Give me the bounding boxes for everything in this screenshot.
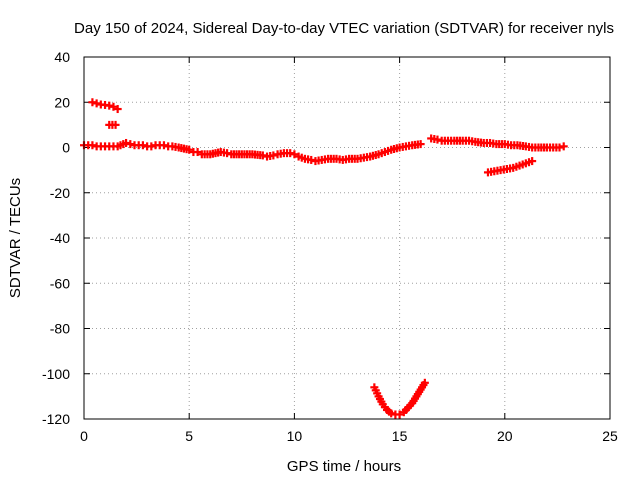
data-point [559,142,568,151]
y-tick-label: 0 [62,140,70,156]
data-point [420,378,429,387]
data-point [223,149,232,158]
grid-layer [84,57,610,419]
data-point [193,148,202,157]
chart-title: Day 150 of 2024, Sidereal Day-to-day VTE… [74,20,614,37]
data-point [307,155,316,164]
data-point [126,140,135,149]
data-point [555,143,564,152]
data-point [88,141,97,150]
data-point [290,150,299,159]
x-tick-label: 10 [287,428,303,444]
data-point [395,410,404,419]
y-axis-title: SDTVAR / TECUs [7,178,24,298]
y-tick-label: -80 [50,321,70,337]
data-point [122,138,131,147]
y-tick-label: -20 [50,185,70,201]
tick-layer: 0 5 10 15 20 25 -120 -100 -80 -60 -40 -20 0 20 40 [42,49,618,444]
x-axis-title: GPS time / hours [287,458,401,475]
data-point [269,151,278,160]
data-point [416,140,425,149]
data-point [258,151,267,160]
data-layer [80,98,568,419]
y-tick-label: 20 [54,94,70,110]
plot-frame [83,56,611,420]
y-tick-label: -40 [50,230,70,246]
data-point [92,99,101,108]
y-tick-label: -120 [42,411,70,427]
data-point [387,409,396,418]
x-tick-label: 15 [392,428,408,444]
x-tick-label: 25 [602,428,618,444]
y-tick-label: -100 [42,366,70,382]
data-point [138,141,147,150]
data-point [113,105,122,114]
data-point [159,141,168,150]
data-point [109,102,118,111]
y-tick-label: 40 [54,49,70,65]
x-tick-label: 0 [80,428,88,444]
data-point [111,120,120,129]
x-tick-label: 5 [185,428,193,444]
data-point [433,135,442,144]
data-point [88,98,97,107]
data-point [286,149,295,158]
y-tick-label: -60 [50,275,70,291]
data-point [528,157,537,166]
data-point [105,101,114,110]
x-tick-label: 20 [497,428,513,444]
data-point [147,142,156,151]
data-point [185,145,194,154]
